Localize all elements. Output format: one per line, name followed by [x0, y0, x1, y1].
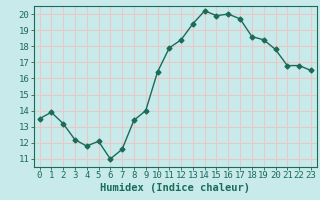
X-axis label: Humidex (Indice chaleur): Humidex (Indice chaleur) [100, 183, 250, 193]
